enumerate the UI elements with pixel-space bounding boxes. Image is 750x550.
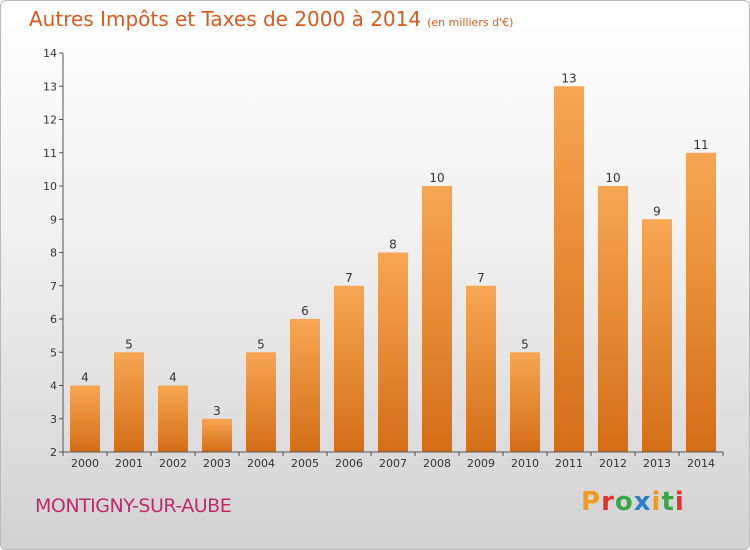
- data-label-2007: 8: [389, 238, 397, 252]
- y-tick-label: 12: [43, 114, 57, 127]
- x-tick-label-2005: 2005: [291, 457, 319, 470]
- y-tick-label: 3: [50, 413, 57, 426]
- bar-2002: [158, 385, 188, 452]
- x-tick-label-2013: 2013: [643, 457, 671, 470]
- y-tick-label: 5: [50, 346, 57, 359]
- bar-2003: [202, 418, 232, 452]
- logo-letter: i: [651, 487, 662, 517]
- y-axis: 2 3 4 5 6 7 8 9 10 11 12 13 14: [43, 47, 64, 459]
- x-tick-label-2007: 2007: [379, 457, 407, 470]
- data-label-2012: 10: [605, 171, 620, 185]
- bar-2000: [70, 385, 100, 452]
- x-tick-label-2008: 2008: [423, 457, 451, 470]
- logo-letter: P: [581, 487, 602, 517]
- x-tick-label-2001: 2001: [115, 457, 143, 470]
- logo-letter: r: [601, 487, 615, 517]
- data-label-2009: 7: [477, 271, 485, 285]
- bar-2009: [466, 285, 496, 452]
- y-tick-label: 6: [50, 313, 57, 326]
- x-tick-label-2000: 2000: [71, 457, 99, 470]
- data-label-2001: 5: [125, 337, 133, 351]
- y-tick-label: 13: [43, 80, 57, 93]
- y-tick-label: 10: [43, 180, 57, 193]
- logo-letter: i: [674, 487, 685, 517]
- data-label-2000: 4: [81, 371, 89, 385]
- bar-2013: [642, 219, 672, 452]
- y-tick-label: 9: [50, 213, 57, 226]
- proxiti-logo: Proxiti: [581, 487, 685, 517]
- bar-2007: [378, 252, 408, 452]
- y-tick-label: 11: [43, 147, 57, 160]
- bar-2012: [598, 186, 628, 452]
- y-tick-label: 4: [50, 380, 57, 393]
- x-tick-label-2002: 2002: [159, 457, 187, 470]
- x-tick-label-2009: 2009: [467, 457, 495, 470]
- data-label-2006: 7: [345, 271, 353, 285]
- data-label-2010: 5: [521, 337, 529, 351]
- y-tick-label: 2: [50, 446, 57, 459]
- bar-2008: [422, 186, 452, 452]
- bar-2006: [334, 285, 364, 452]
- data-label-2013: 9: [653, 204, 661, 218]
- y-tick-label: 7: [50, 280, 57, 293]
- logo-letter: t: [661, 487, 675, 517]
- x-tick-label-2004: 2004: [247, 457, 275, 470]
- data-label-2004: 5: [257, 337, 265, 351]
- data-label-2002: 4: [169, 371, 177, 385]
- y-tick-label: 14: [43, 47, 57, 60]
- bar-2014: [686, 152, 716, 452]
- logo-letter: o: [614, 487, 634, 517]
- data-label-2008: 10: [429, 171, 444, 185]
- x-tick-label-2010: 2010: [511, 457, 539, 470]
- data-label-2003: 3: [213, 404, 221, 418]
- data-label-2011: 13: [561, 71, 576, 85]
- x-tick-label-2012: 2012: [599, 457, 627, 470]
- commune-name: MONTIGNY-SUR-AUBE: [35, 495, 232, 517]
- x-tick-label-2014: 2014: [687, 457, 715, 470]
- x-tick-label-2003: 2003: [203, 457, 231, 470]
- x-tick-label-2006: 2006: [335, 457, 363, 470]
- x-axis: 2000 2001 2002 2003 2004 2005 2006 2007 2008 2009…: [62, 451, 724, 470]
- x-tick-label-2011: 2011: [555, 457, 583, 470]
- bar-2004: [246, 352, 276, 452]
- data-label-2005: 6: [301, 304, 309, 318]
- bar-2005: [290, 319, 320, 452]
- y-tick-label: 8: [50, 247, 57, 260]
- bar-2010: [510, 352, 540, 452]
- logo-letter: x: [633, 487, 652, 517]
- bar-2011: [554, 86, 584, 452]
- bars: 4 5 4 3 5 6 7 8 10 7 5 13 10 9 11: [70, 71, 716, 452]
- chart-title: Autres Impôts et Taxes de 2000 à 2014 (en…: [29, 7, 513, 31]
- chart-title-unit: (en milliers d'€): [427, 16, 514, 29]
- bar-2001: [114, 352, 144, 452]
- data-label-2014: 11: [693, 138, 708, 152]
- chart-title-text: Autres Impôts et Taxes de 2000 à 2014: [29, 7, 422, 31]
